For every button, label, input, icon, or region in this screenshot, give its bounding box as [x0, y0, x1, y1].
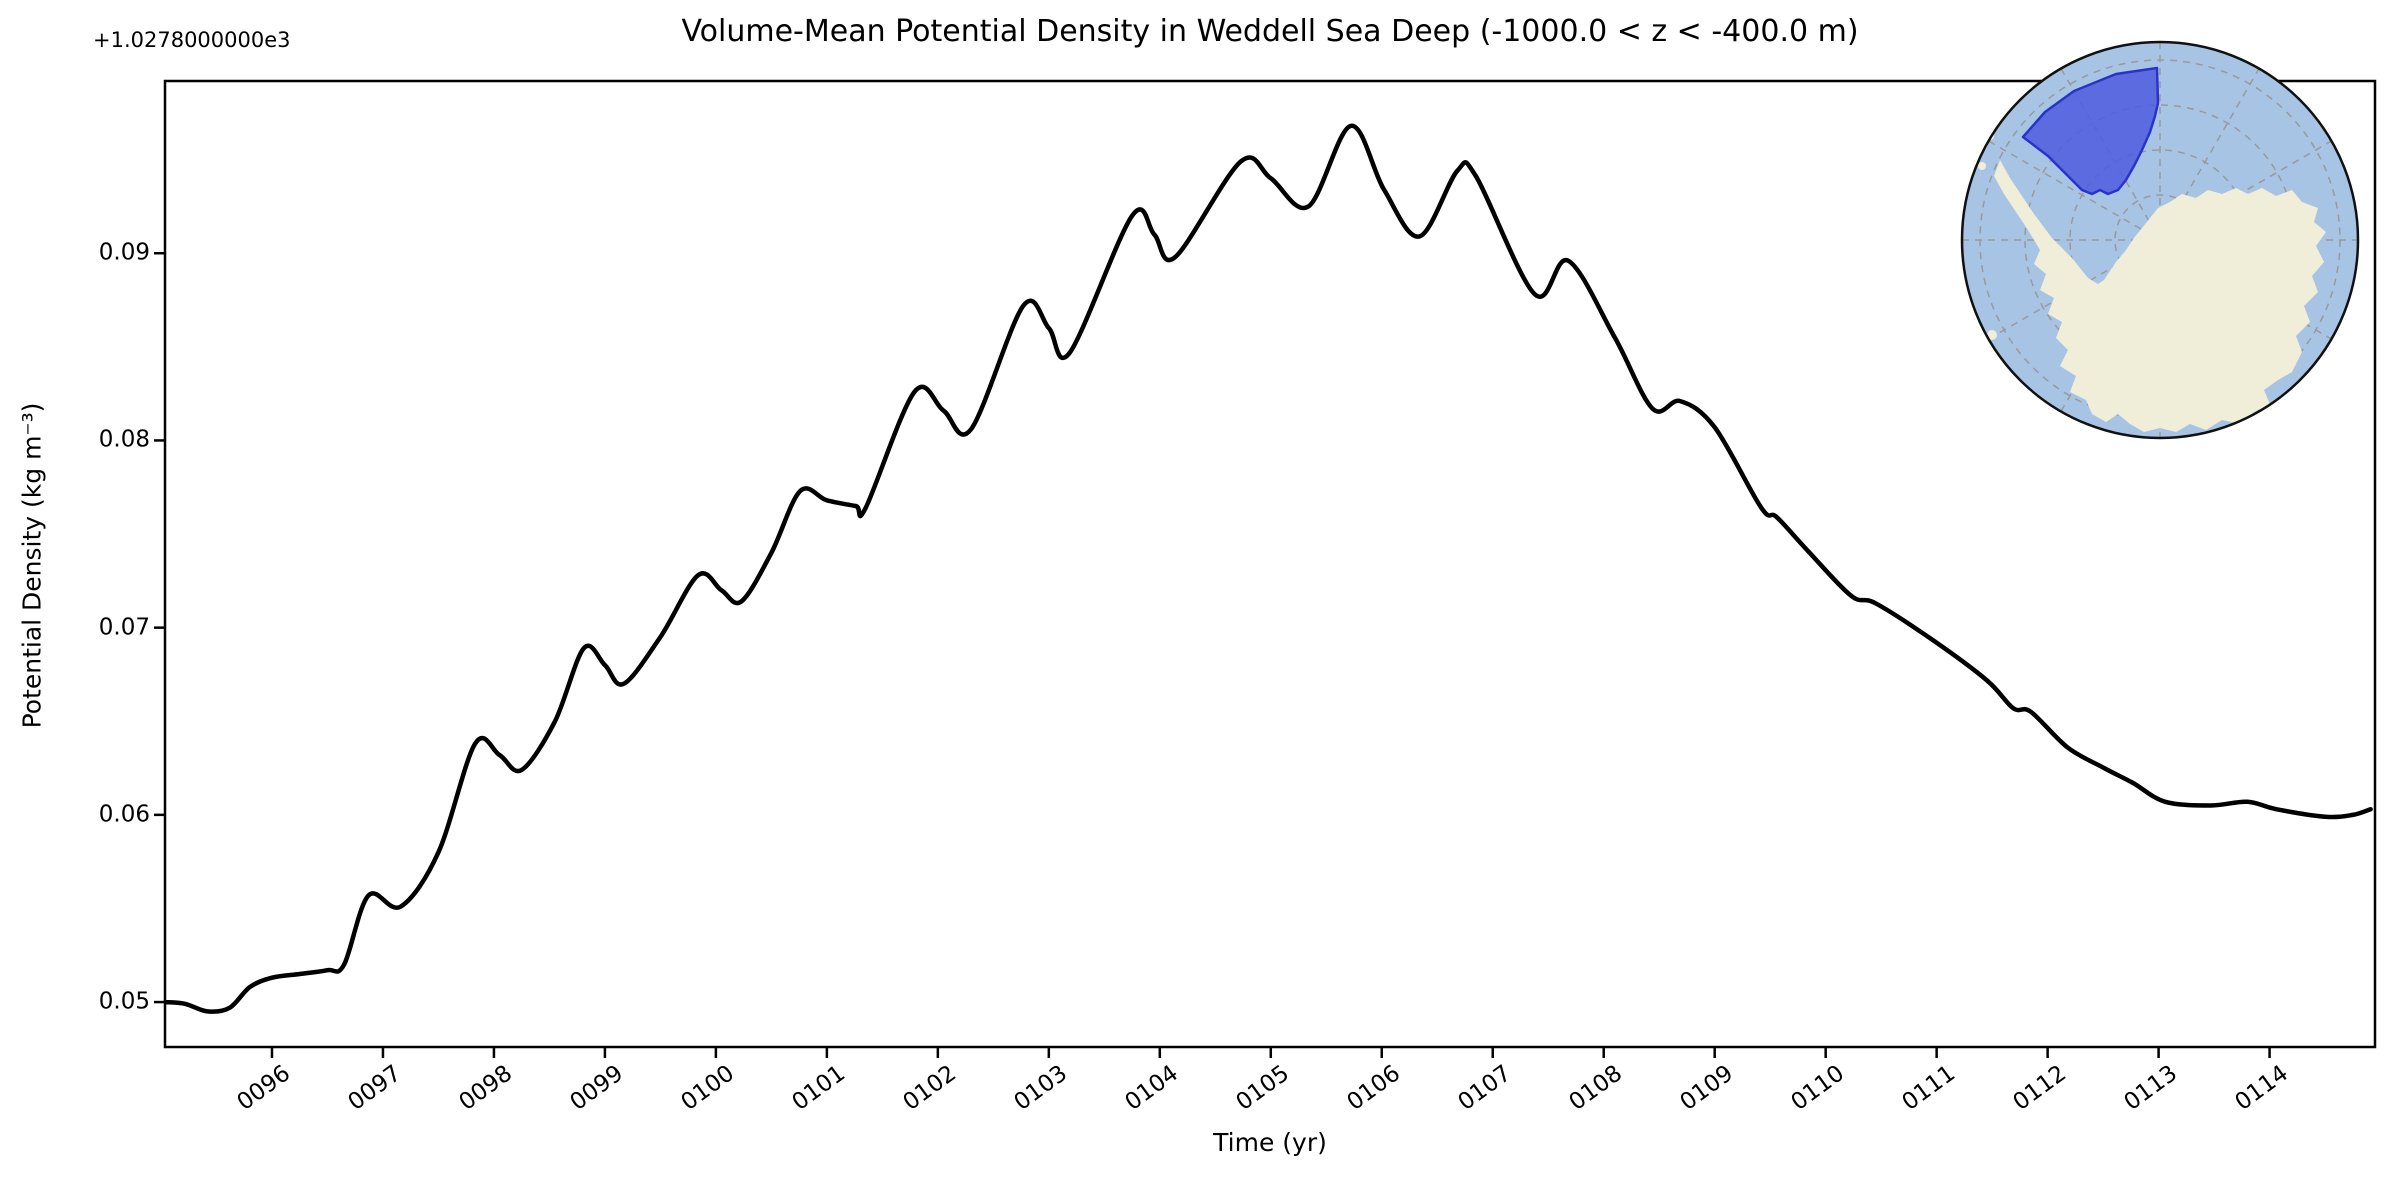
y-tick-label: 0.08 — [98, 426, 150, 453]
y-tick-label: 0.09 — [98, 239, 150, 266]
data-line-series — [163, 123, 2373, 1014]
highlight-region-weddell-sea — [2021, 66, 2160, 196]
y-axis-label: Potential Density (kg m⁻³) — [17, 402, 47, 729]
y-tick-label: 0.07 — [98, 614, 150, 641]
y-tick-label: 0.05 — [98, 988, 150, 1015]
tick-marks — [154, 251, 2271, 1058]
y-tick-label: 0.06 — [98, 801, 150, 828]
x-axis-label: Time (yr) — [1213, 1128, 1327, 1157]
map-outline — [1960, 40, 2360, 440]
y-axis-offset-text: +1.0278000000e3 — [93, 28, 291, 52]
inset-locator-map — [1960, 40, 2360, 440]
